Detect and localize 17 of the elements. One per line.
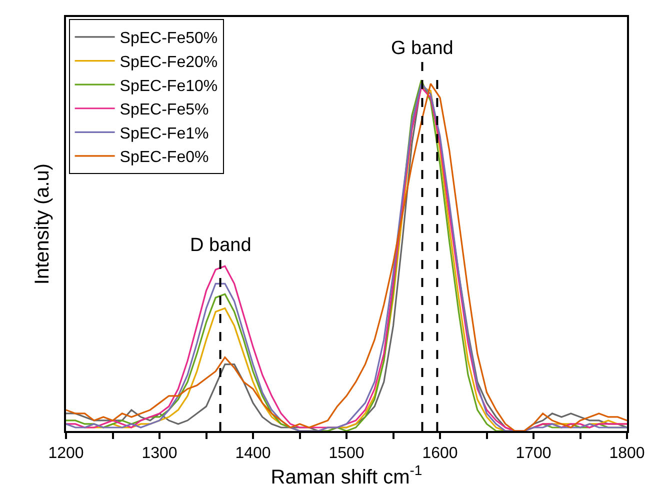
x-tick-label: 1200 [48, 444, 84, 462]
x-tick-label: 1600 [422, 444, 458, 462]
legend-label: SpEC-Fe5% [120, 102, 209, 119]
legend-label: SpEC-Fe50% [120, 30, 218, 48]
x-tick-label: 1700 [516, 444, 552, 462]
x-axis-title: Raman shift cm$^{-1}$ [270, 462, 422, 488]
x-tick-label: 1300 [142, 444, 178, 462]
legend-label: SpEC-Fe20% [120, 54, 218, 72]
legend-label: SpEC-Fe0% [120, 149, 209, 166]
ref-line-label: G band [391, 38, 454, 59]
ref-line-label: D band [190, 235, 252, 256]
x-tick-label: 1500 [328, 444, 364, 462]
y-axis-title: Intensity (a.u) [31, 163, 54, 285]
x-tick-label: 1800 [609, 444, 645, 462]
x-tick-label: 1400 [235, 444, 271, 462]
legend-label: SpEC-Fe1% [120, 125, 209, 142]
legend-label: SpEC-Fe10% [120, 78, 218, 95]
